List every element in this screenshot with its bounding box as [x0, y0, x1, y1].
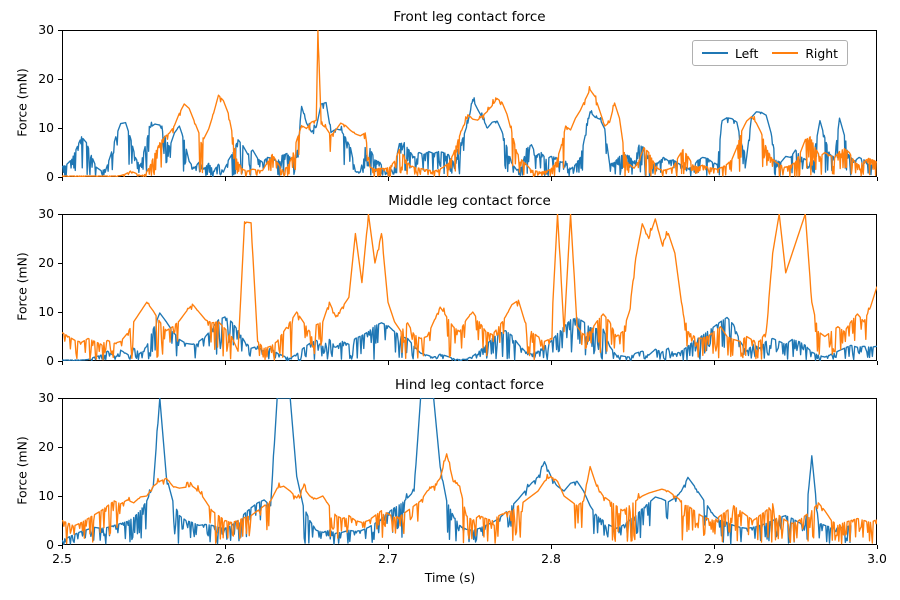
y-tick-mark [58, 544, 62, 546]
x-axis-label: Time (s) [424, 570, 476, 585]
subplot-title-middle: Middle leg contact force [388, 193, 551, 209]
y-tick-label: 0 [46, 169, 54, 184]
y-axis-label: Force (mN) [14, 435, 30, 505]
y-tick-label: 10 [38, 488, 54, 503]
x-tick-mark [224, 361, 226, 365]
plot-area-front [62, 30, 877, 177]
y-tick-mark [58, 213, 62, 215]
y-tick-label: 30 [38, 206, 54, 221]
x-tick-label: 2.5 [52, 551, 72, 566]
plot-area-hind [62, 398, 877, 545]
y-tick-label: 10 [38, 304, 54, 319]
x-tick-mark [387, 361, 389, 365]
y-tick-mark [58, 446, 62, 448]
series-line-right [62, 214, 877, 360]
y-tick-label: 0 [46, 537, 54, 552]
x-tick-mark [713, 177, 715, 181]
y-tick-label: 30 [38, 22, 54, 37]
legend-label-right: Right [805, 45, 838, 61]
y-tick-label: 20 [38, 255, 54, 270]
x-tick-label: 2.6 [215, 551, 235, 566]
x-tick-mark [224, 545, 226, 549]
y-tick-mark [58, 311, 62, 313]
y-tick-mark [58, 397, 62, 399]
legend-swatch-left-icon [702, 52, 728, 54]
y-tick-label: 10 [38, 120, 54, 135]
x-tick-mark [61, 545, 63, 549]
series-line-left [62, 313, 877, 361]
y-axis-label: Force (mN) [14, 67, 30, 137]
x-tick-mark [224, 177, 226, 181]
y-tick-mark [58, 495, 62, 497]
x-tick-mark [61, 177, 63, 181]
y-axis-label: Force (mN) [14, 251, 30, 321]
legend-entry-right[interactable]: Right [772, 46, 838, 61]
x-tick-mark [387, 177, 389, 181]
y-tick-mark [58, 29, 62, 31]
series-line-left [62, 98, 874, 177]
subplot-hind-leg: Hind leg contact force [62, 377, 877, 545]
x-tick-mark [550, 177, 552, 181]
x-tick-mark [550, 545, 552, 549]
legend-entry-left[interactable]: Left [702, 46, 758, 61]
series-line-right [62, 454, 877, 544]
y-tick-label: 0 [46, 353, 54, 368]
y-tick-mark [58, 176, 62, 178]
series-line-right [62, 30, 877, 177]
subplot-middle-leg: Middle leg contact force [62, 193, 877, 361]
y-tick-label: 20 [38, 439, 54, 454]
subplot-title-front: Front leg contact force [393, 9, 546, 25]
y-tick-mark [58, 262, 62, 264]
x-tick-label: 3.0 [867, 551, 887, 566]
x-tick-mark [876, 361, 878, 365]
legend-swatch-right-icon [772, 52, 799, 54]
x-tick-mark [550, 361, 552, 365]
y-tick-label: 20 [38, 71, 54, 86]
axes-frame-middle [62, 214, 877, 361]
y-tick-mark [58, 78, 62, 80]
x-tick-mark [876, 177, 878, 181]
x-tick-label: 2.7 [378, 551, 398, 566]
y-tick-mark [58, 127, 62, 129]
legend-label-left: Left [735, 45, 759, 61]
x-tick-mark [713, 545, 715, 549]
subplot-title-hind: Hind leg contact force [394, 377, 545, 393]
x-tick-label: 2.8 [541, 551, 561, 566]
x-tick-mark [713, 361, 715, 365]
y-tick-mark [58, 360, 62, 362]
x-tick-mark [61, 361, 63, 365]
plot-area-middle [62, 214, 877, 361]
x-tick-label: 2.9 [704, 551, 724, 566]
series-line-left [62, 398, 851, 545]
legend[interactable]: Left Right [692, 40, 848, 66]
subplot-front-leg: Front leg contact force Left Right [62, 9, 877, 177]
x-tick-mark [876, 545, 878, 549]
x-tick-mark [387, 545, 389, 549]
y-tick-label: 30 [38, 390, 54, 405]
